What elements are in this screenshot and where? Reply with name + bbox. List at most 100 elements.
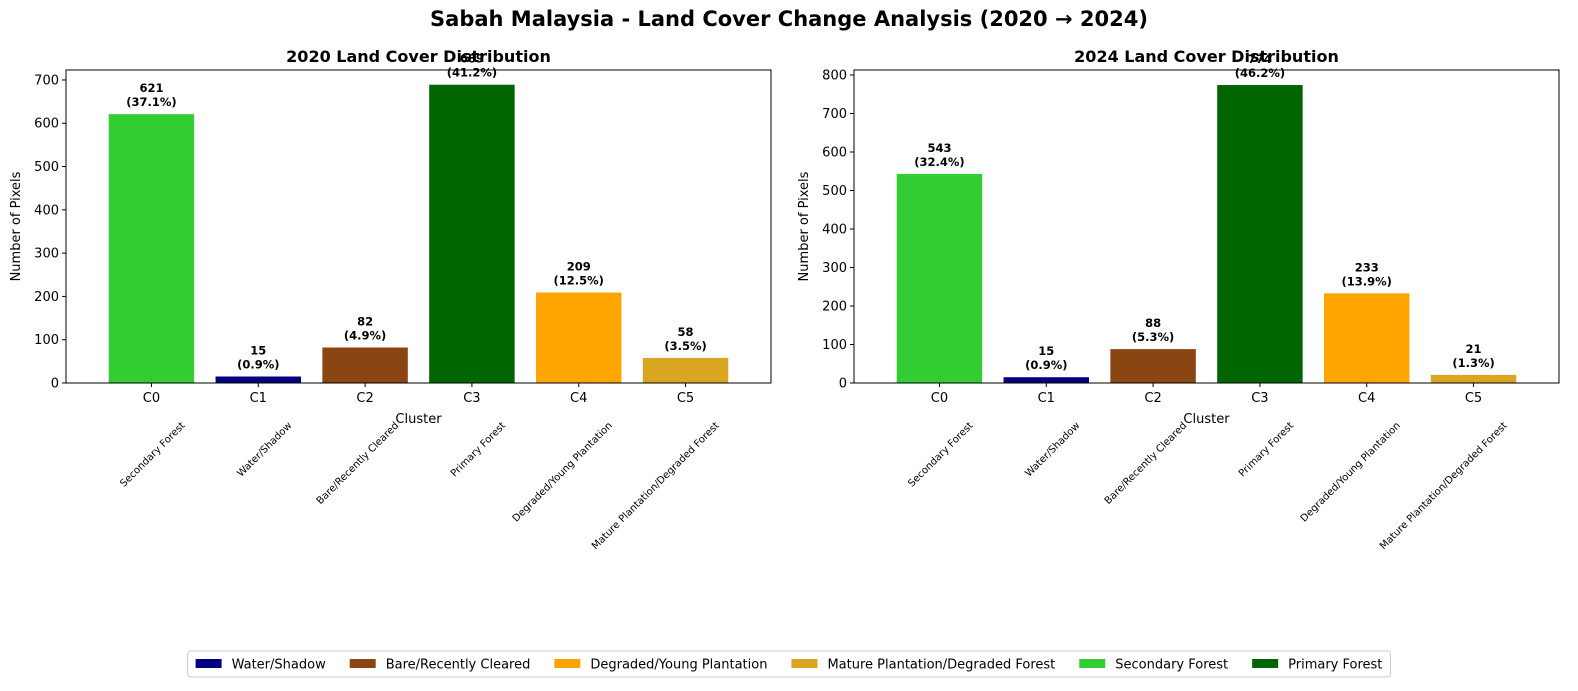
bar-percent-label: (4.9%) bbox=[344, 329, 386, 343]
bar-c0 bbox=[108, 114, 195, 383]
bar-c0 bbox=[896, 173, 983, 383]
class-name-label: Water/Shadow bbox=[1023, 420, 1082, 479]
x-tick-label: C3 bbox=[463, 391, 480, 406]
bar-c1 bbox=[1003, 377, 1089, 383]
bar-percent-label: (1.3%) bbox=[1452, 356, 1494, 370]
class-name-label: Bare/Recently Cleared bbox=[1103, 420, 1189, 506]
legend-swatch bbox=[554, 659, 581, 668]
bar-percent-label: (5.3%) bbox=[1132, 330, 1174, 344]
bar-value-label: 774 bbox=[1248, 52, 1272, 66]
class-name-label: Mature Plantation/Degraded Forest bbox=[1378, 420, 1510, 552]
legend-label: Degraded/Young Plantation bbox=[590, 658, 767, 673]
y-tick-label: 100 bbox=[822, 338, 847, 353]
bar-value-label: 15 bbox=[1038, 344, 1054, 358]
chart-panel-0: 621(37.1%) C0 Secondary Forest 15(0.9%) C1 Wa… bbox=[9, 47, 772, 552]
x-axis-label: Cluster bbox=[1183, 412, 1230, 427]
bar-value-label: 88 bbox=[1145, 316, 1161, 330]
class-name-label: Degraded/Young Plantation bbox=[1299, 420, 1403, 524]
x-tick-label: C2 bbox=[1144, 391, 1161, 406]
bar-value-label: 58 bbox=[678, 325, 694, 339]
class-name-label: Degraded/Young Plantation bbox=[511, 420, 615, 524]
bar-c1 bbox=[215, 376, 301, 383]
y-axis-label: Number of Pixels bbox=[9, 171, 24, 281]
legend-label: Primary Forest bbox=[1288, 658, 1382, 673]
legend-swatch bbox=[195, 659, 222, 668]
y-tick-label: 200 bbox=[34, 290, 59, 305]
bar-c5 bbox=[642, 357, 729, 383]
bar-c3 bbox=[429, 84, 515, 383]
y-tick-label: 200 bbox=[822, 300, 847, 315]
bar-value-label: 233 bbox=[1355, 260, 1379, 274]
bar-percent-label: (13.9%) bbox=[1342, 274, 1392, 288]
legend: Water/Shadow Bare/Recently Cleared Degrade… bbox=[187, 650, 1391, 678]
y-tick-label: 300 bbox=[34, 247, 59, 262]
y-axis-label: Number of Pixels bbox=[797, 171, 812, 281]
class-name-label: Primary Forest bbox=[449, 420, 508, 479]
y-tick-label: 400 bbox=[822, 223, 847, 238]
y-tick-label: 100 bbox=[34, 333, 59, 348]
bar-percent-label: (0.9%) bbox=[237, 358, 279, 372]
y-tick-label: 700 bbox=[34, 73, 59, 88]
bar-value-label: 15 bbox=[250, 344, 266, 358]
bar-c4 bbox=[1324, 293, 1410, 383]
legend-frame bbox=[187, 650, 1391, 678]
class-name-label: Secondary Forest bbox=[118, 420, 187, 489]
x-tick-label: C5 bbox=[677, 391, 694, 406]
bar-percent-label: (37.1%) bbox=[126, 95, 176, 109]
legend-swatch bbox=[1079, 659, 1106, 668]
bar-percent-label: (41.2%) bbox=[447, 66, 497, 80]
axes-frame bbox=[853, 69, 1560, 384]
x-tick-label: C0 bbox=[931, 391, 948, 406]
chart-title: 2024 Land Cover Distribution bbox=[1074, 47, 1339, 66]
legend-swatch bbox=[791, 659, 818, 668]
x-tick-label: C2 bbox=[356, 391, 373, 406]
x-tick-label: C4 bbox=[1358, 391, 1375, 406]
y-tick-label: 700 bbox=[822, 107, 847, 122]
y-tick-label: 300 bbox=[822, 261, 847, 276]
y-tick-label: 500 bbox=[822, 184, 847, 199]
legend-swatch bbox=[1252, 659, 1279, 668]
class-name-label: Primary Forest bbox=[1237, 420, 1296, 479]
axes-frame bbox=[65, 69, 772, 384]
legend-label: Secondary Forest bbox=[1115, 658, 1228, 673]
bar-value-label: 21 bbox=[1466, 342, 1482, 356]
class-name-label: Mature Plantation/Degraded Forest bbox=[590, 420, 722, 552]
bar-c2 bbox=[1110, 349, 1196, 383]
y-tick-label: 500 bbox=[34, 160, 59, 175]
legend-swatch bbox=[349, 659, 376, 668]
y-tick-label: 0 bbox=[839, 377, 847, 392]
bar-percent-label: (32.4%) bbox=[914, 155, 964, 169]
y-tick-label: 600 bbox=[34, 117, 59, 132]
x-tick-label: C5 bbox=[1465, 391, 1482, 406]
bar-c5 bbox=[1430, 374, 1517, 383]
bar-value-label: 621 bbox=[139, 81, 163, 95]
y-tick-label: 0 bbox=[51, 377, 59, 392]
y-tick-label: 400 bbox=[34, 203, 59, 218]
bar-percent-label: (0.9%) bbox=[1025, 358, 1067, 372]
bar-percent-label: (3.5%) bbox=[664, 339, 706, 353]
bar-value-label: 82 bbox=[357, 315, 373, 329]
x-tick-label: C1 bbox=[250, 391, 267, 406]
class-name-label: Secondary Forest bbox=[906, 420, 975, 489]
x-tick-label: C4 bbox=[570, 391, 587, 406]
x-tick-label: C1 bbox=[1038, 391, 1055, 406]
bar-value-label: 209 bbox=[567, 260, 591, 274]
bar-value-label: 543 bbox=[927, 141, 951, 155]
bar-percent-label: (12.5%) bbox=[554, 274, 604, 288]
class-name-label: Water/Shadow bbox=[235, 420, 294, 479]
y-tick-label: 600 bbox=[822, 146, 847, 161]
chart-panel-1: 543(32.4%) C0 Secondary Forest 15(0.9%) C1 Wa… bbox=[797, 47, 1560, 552]
figure-title: Sabah Malaysia - Land Cover Change Analy… bbox=[430, 7, 1148, 31]
legend-label: Bare/Recently Cleared bbox=[386, 658, 531, 673]
bar-value-label: 689 bbox=[460, 52, 484, 66]
bar-percent-label: (46.2%) bbox=[1235, 66, 1285, 80]
x-tick-label: C3 bbox=[1251, 391, 1268, 406]
y-tick-label: 800 bbox=[822, 69, 847, 84]
bar-c2 bbox=[322, 347, 408, 383]
x-axis-label: Cluster bbox=[395, 412, 442, 427]
legend-label: Mature Plantation/Degraded Forest bbox=[827, 658, 1055, 673]
bar-c3 bbox=[1217, 85, 1303, 383]
class-name-label: Bare/Recently Cleared bbox=[315, 420, 401, 506]
